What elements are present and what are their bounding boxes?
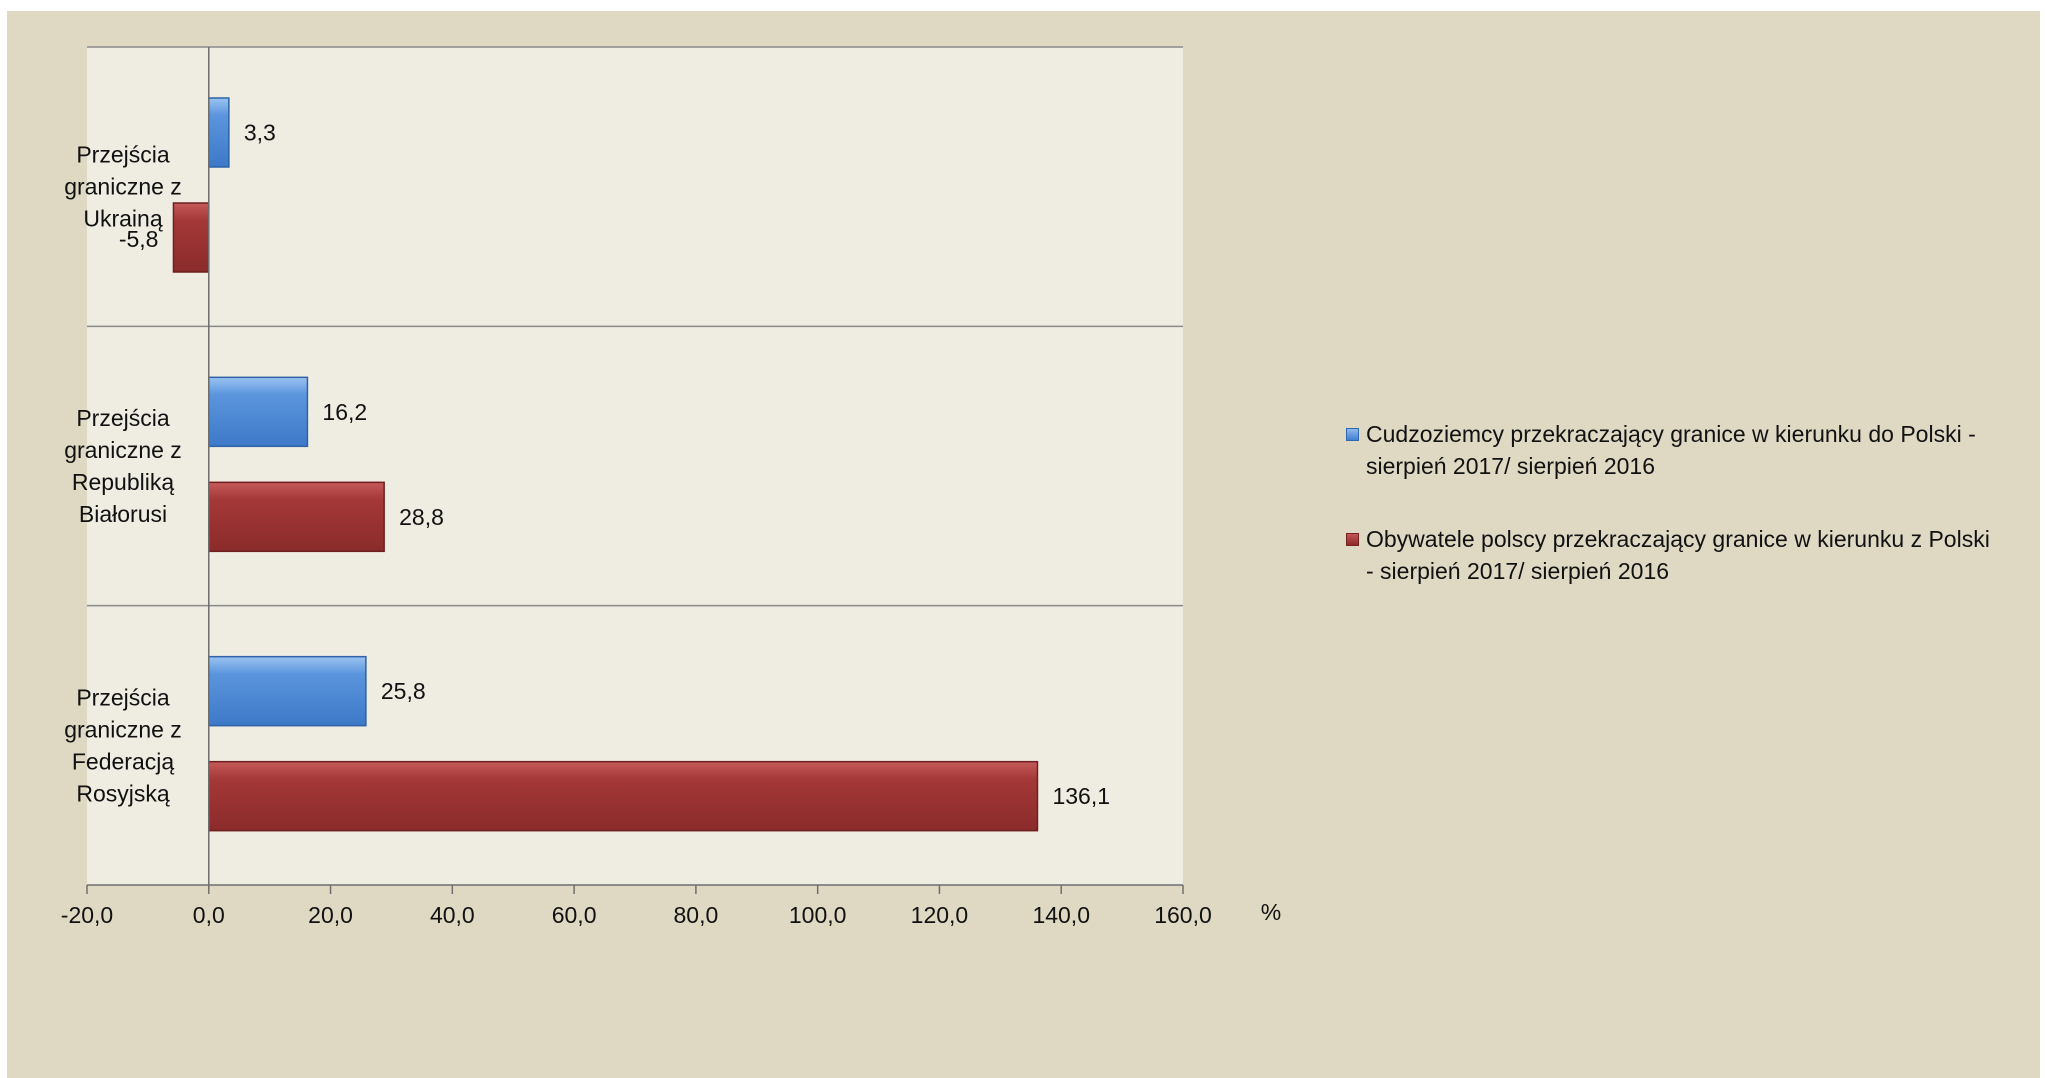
data-label: 16,2 bbox=[322, 399, 367, 425]
legend-label-line: Obywatele polscy przekraczający granice … bbox=[1366, 523, 2042, 555]
legend: Cudzoziemcy przekraczający granice w kie… bbox=[1342, 418, 2042, 628]
legend-swatch-red bbox=[1346, 533, 1359, 546]
category-label-line: Przejścia bbox=[76, 142, 170, 168]
category-label-line: graniczne z bbox=[64, 716, 182, 742]
category-label-line: Przejścia bbox=[76, 684, 170, 710]
x-tick-label: 140,0 bbox=[1032, 902, 1090, 928]
category-label-line: graniczne z bbox=[64, 174, 182, 200]
category-label-line: graniczne z bbox=[64, 437, 182, 463]
data-label: 28,8 bbox=[399, 504, 444, 530]
x-tick-label: 60,0 bbox=[552, 902, 597, 928]
chart-area: 3,3 -5,8 16,2 28,8 25,8 136,1 Przejścia granic… bbox=[7, 11, 2040, 1078]
plot-area bbox=[87, 47, 1183, 885]
x-tick-label: 0,0 bbox=[193, 902, 225, 928]
x-axis-unit-label: % bbox=[1261, 899, 1281, 925]
category-label-line: Federacją bbox=[72, 748, 174, 774]
x-tick-label: 100,0 bbox=[789, 902, 847, 928]
category-label-line: Rosyjską bbox=[76, 780, 170, 806]
legend-item-obywatele: Obywatele polscy przekraczający granice … bbox=[1342, 523, 2042, 587]
bar-obywatele bbox=[209, 482, 384, 551]
x-tick-label: 120,0 bbox=[911, 902, 969, 928]
x-tick-label: -20,0 bbox=[61, 902, 113, 928]
data-label: 25,8 bbox=[381, 678, 426, 704]
bar-obywatele bbox=[173, 203, 208, 272]
data-label: 136,1 bbox=[1052, 783, 1110, 809]
x-tick-label: 80,0 bbox=[674, 902, 719, 928]
bar-cudzoziemcy bbox=[209, 98, 229, 167]
bar-cudzoziemcy bbox=[209, 657, 366, 726]
legend-label-line: - sierpień 2017/ sierpień 2016 bbox=[1366, 555, 2042, 587]
category-label-line: Republiką bbox=[72, 469, 174, 495]
legend-swatch-blue bbox=[1346, 428, 1359, 441]
legend-label-line: sierpień 2017/ sierpień 2016 bbox=[1366, 450, 2042, 482]
legend-label-line: Cudzoziemcy przekraczający granice w kie… bbox=[1366, 418, 2042, 450]
data-label: 3,3 bbox=[244, 120, 276, 146]
category-label-line: Przejścia bbox=[76, 405, 170, 431]
x-tick-label: 20,0 bbox=[308, 902, 353, 928]
bar-obywatele bbox=[209, 762, 1038, 831]
legend-item-cudzoziemcy: Cudzoziemcy przekraczający granice w kie… bbox=[1342, 418, 2042, 482]
category-label-line: Białorusi bbox=[79, 501, 167, 527]
x-tick-label: 160,0 bbox=[1154, 902, 1212, 928]
x-tick-label: 40,0 bbox=[430, 902, 475, 928]
category-label-line: Ukrainą bbox=[83, 206, 162, 232]
bar-cudzoziemcy bbox=[209, 377, 308, 446]
